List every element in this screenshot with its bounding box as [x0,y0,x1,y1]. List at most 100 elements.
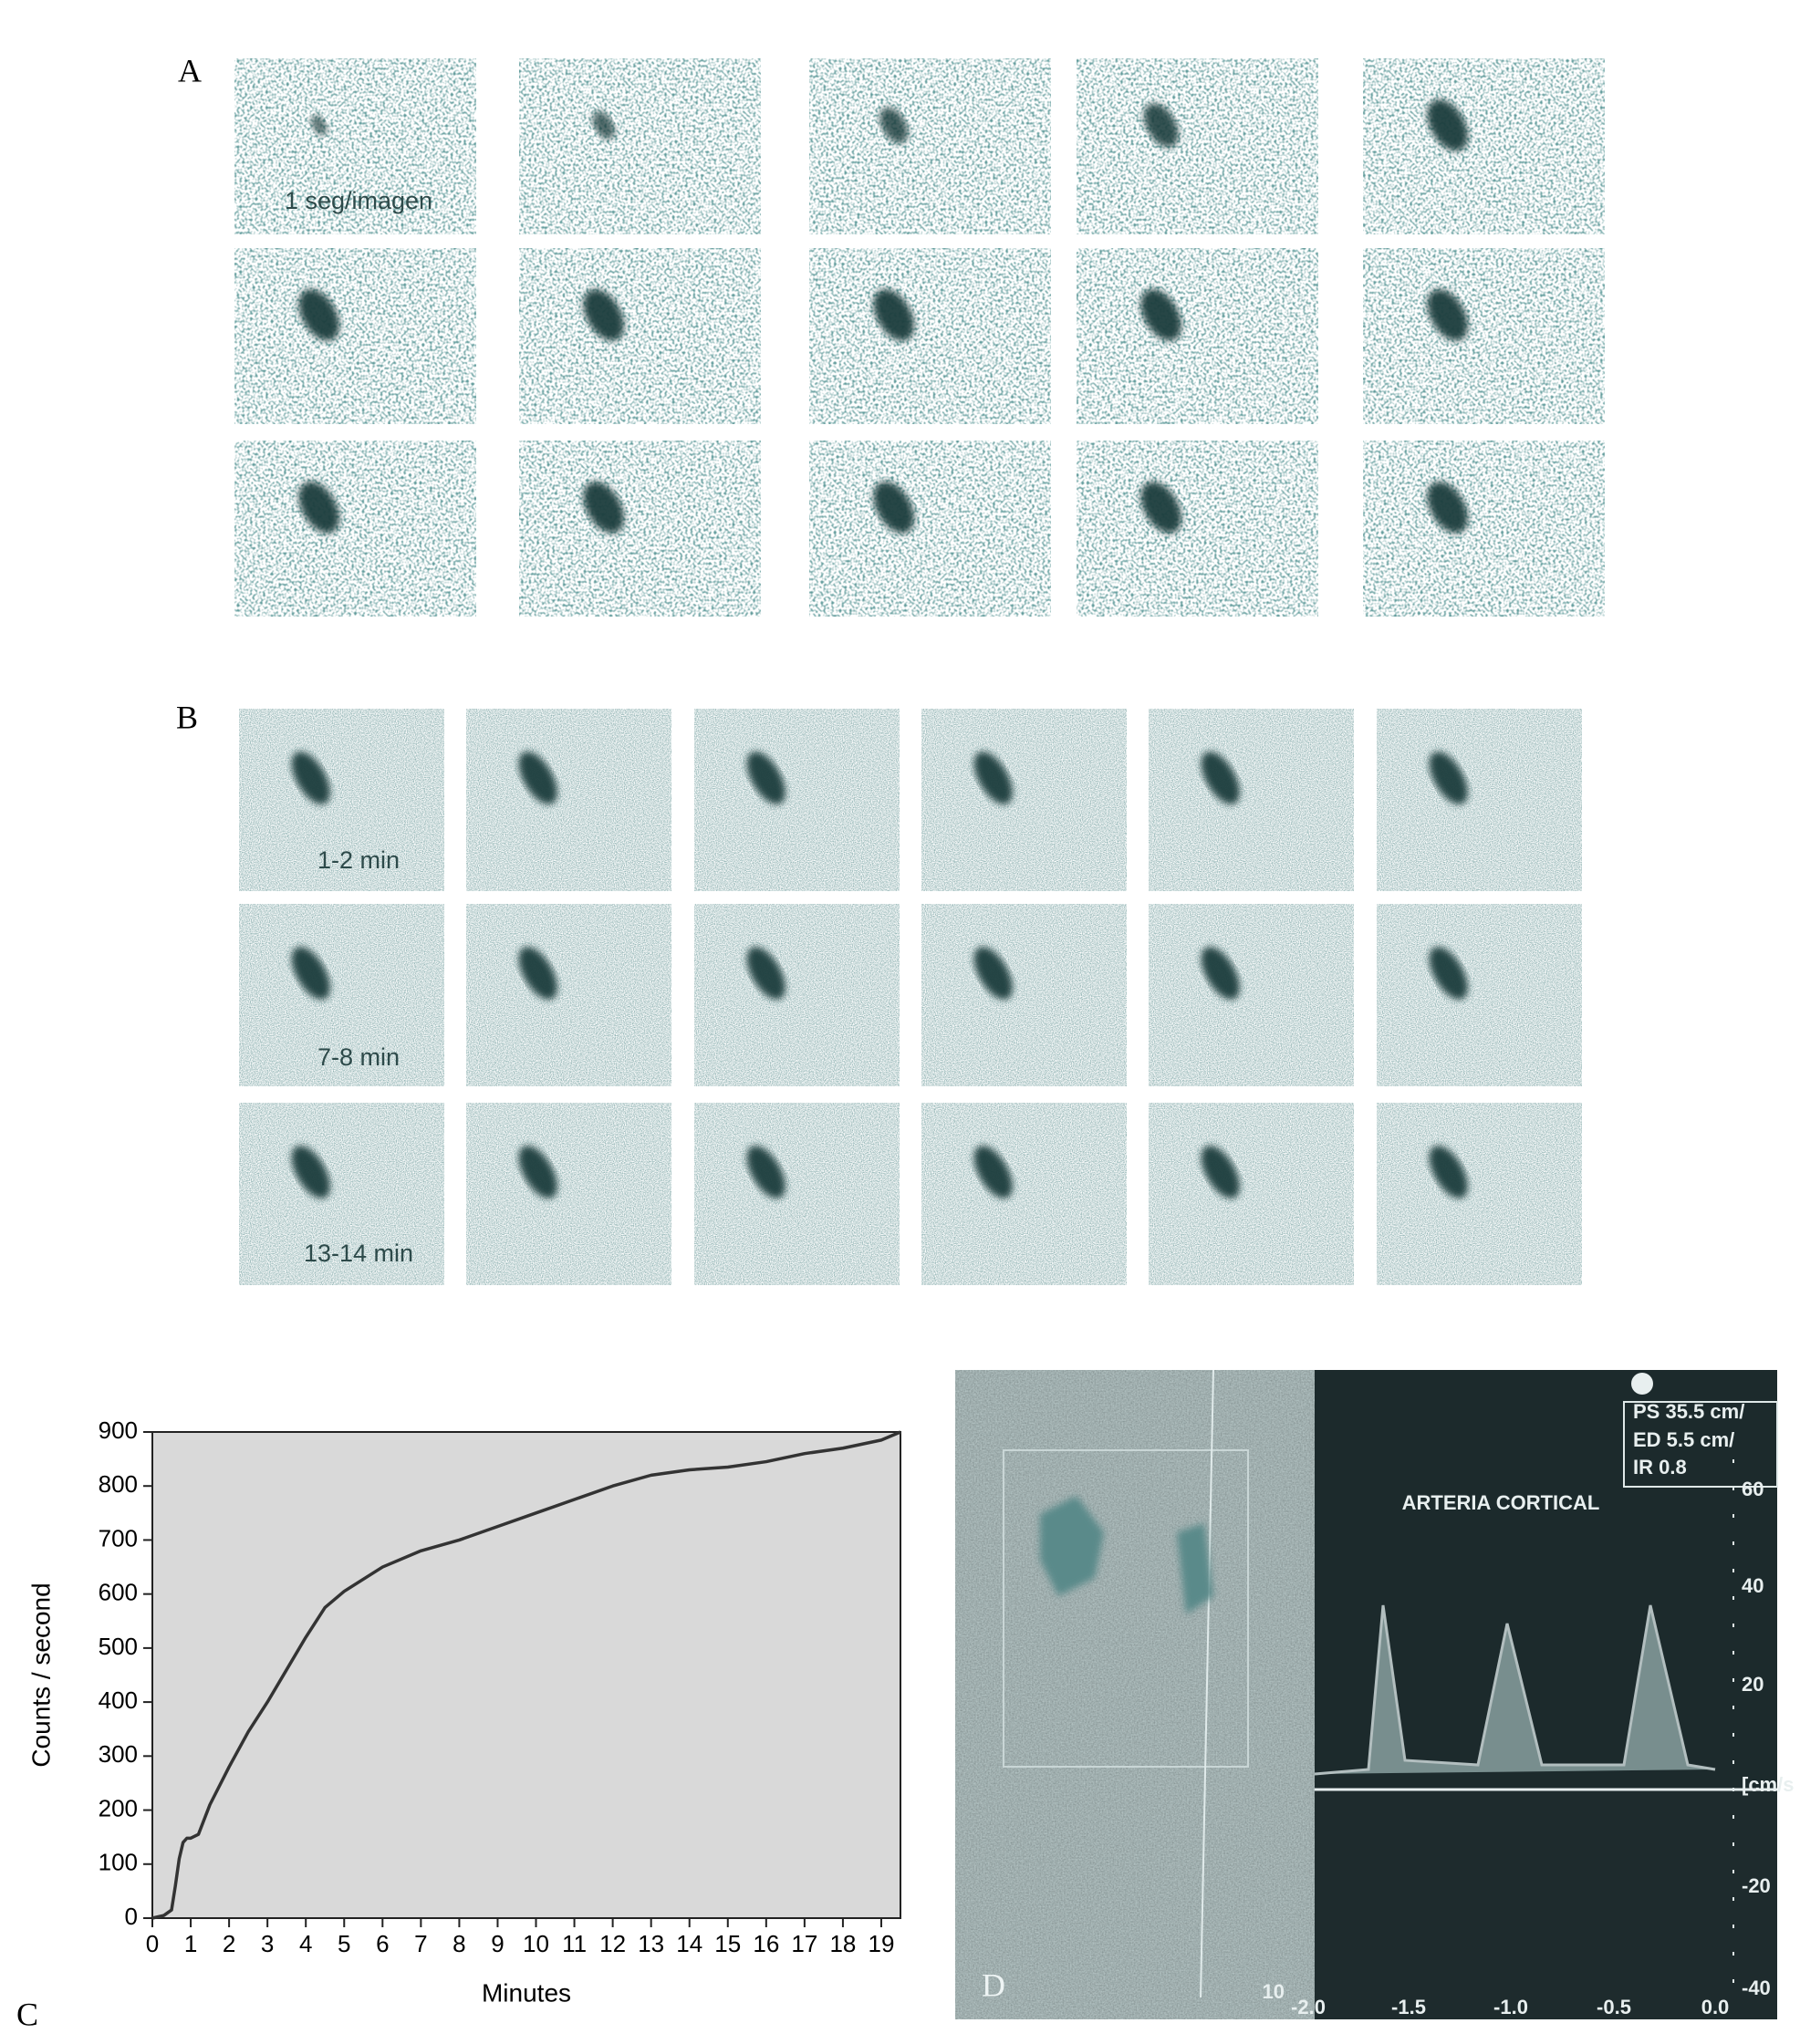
x-tick-label: 8 [453,1930,465,1957]
x-tick-label: 5 [338,1930,350,1957]
tile-noise [519,58,761,234]
doppler-readout: IR 0.8 [1633,1456,1687,1479]
kidney [973,947,1013,1000]
tile-noise [466,1103,671,1285]
doppler-axis-label: 60 [1742,1478,1764,1500]
kidney [1143,103,1179,148]
image-tile [1377,1103,1582,1285]
kidney [746,752,786,804]
image-tile [809,58,1051,234]
image-tile [519,58,761,234]
image-tile [809,248,1051,424]
x-tick-label: 12 [599,1930,626,1957]
doppler-axis-label: 20 [1742,1673,1764,1696]
tile-noise [239,709,444,891]
tile-noise [239,1103,444,1285]
tile-noise [1363,441,1605,617]
tile-noise [519,248,761,424]
x-tick-label: 13 [638,1930,664,1957]
scintigraphy-images [234,58,1605,1285]
kidney [879,107,909,144]
image-tile [921,904,1127,1086]
kidney [592,110,616,140]
tile-noise [921,1103,1127,1285]
tile-noise [1377,709,1582,891]
image-note: 1 seg/imagen [285,187,432,214]
tile-noise [466,904,671,1086]
image-tile [239,709,444,891]
doppler-axis-label: -1.0 [1493,1996,1528,2018]
image-tile [1077,58,1318,234]
image-tile [809,441,1051,617]
image-note: 1-2 min [317,846,400,874]
x-tick-label: 16 [753,1930,779,1957]
tile-noise [466,709,671,891]
kidney [873,482,915,534]
doppler-axis-label: -20 [1742,1874,1771,1897]
kidney [291,1146,330,1198]
kidney [973,752,1013,804]
x-tick-label: 0 [146,1930,159,1957]
tile-noise [921,904,1127,1086]
tile-noise [1077,248,1318,424]
y-tick-label: 700 [99,1524,138,1551]
tile-noise [234,441,476,617]
x-tick-label: 18 [829,1930,856,1957]
image-tile [234,248,476,424]
kidney [1427,99,1469,151]
kidney [310,115,328,136]
image-tile [1377,709,1582,891]
x-tick-label: 3 [261,1930,274,1957]
tile-noise [1149,709,1354,891]
panel-label: A [178,52,202,88]
ultrasound: ARTERIA CORTICAL PS 35.5 cm/ ED 5.5 cm/ … [955,1369,1794,2019]
y-tick-label: 600 [99,1579,138,1606]
tile-noise [1377,1103,1582,1285]
kidney [746,1146,786,1198]
kidney [973,1146,1013,1198]
image-tile [921,1103,1127,1285]
image-tile [1149,1103,1354,1285]
x-tick-label: 10 [523,1930,549,1957]
x-tick-label: 14 [676,1930,702,1957]
doppler-axis-label: 0.0 [1701,1996,1730,2018]
tile-noise [694,709,900,891]
kidney [298,482,340,534]
tile-noise [694,904,900,1086]
x-tick-label: 17 [791,1930,817,1957]
x-tick-label: 4 [299,1930,312,1957]
doppler-title: ARTERIA CORTICAL [1402,1491,1600,1514]
x-tick-label: 2 [223,1930,235,1957]
plot-area [151,1431,901,1919]
y-tick-label: 200 [99,1794,138,1821]
tile-noise [694,1103,900,1285]
tile-noise [1363,58,1605,234]
x-tick-label: 11 [562,1930,587,1957]
tile-noise [1149,1103,1354,1285]
doppler-axis-label: -0.5 [1597,1996,1631,2018]
image-tile [1377,904,1582,1086]
kidney [1140,482,1182,534]
kidney [873,289,915,341]
tile-noise [1077,58,1318,234]
kidney [1140,289,1182,341]
image-tile [1363,58,1605,234]
image-tile [921,709,1127,891]
x-tick-label: 15 [714,1930,741,1957]
x-tick-label: 1 [184,1930,197,1957]
tile-noise [809,58,1051,234]
image-tile [239,904,444,1086]
tile-noise [234,58,476,234]
image-note: 13-14 min [304,1240,413,1267]
kidney [298,289,340,341]
image-tile [239,1103,444,1285]
image-tile [519,441,761,617]
image-tile [1363,441,1605,617]
x-tick-label: 19 [869,1930,895,1957]
y-tick-label: 0 [125,1903,138,1930]
image-tile [466,709,671,891]
y-tick-label: 100 [99,1849,138,1876]
y-tick-label: 900 [99,1416,138,1444]
tile-noise [1363,248,1605,424]
